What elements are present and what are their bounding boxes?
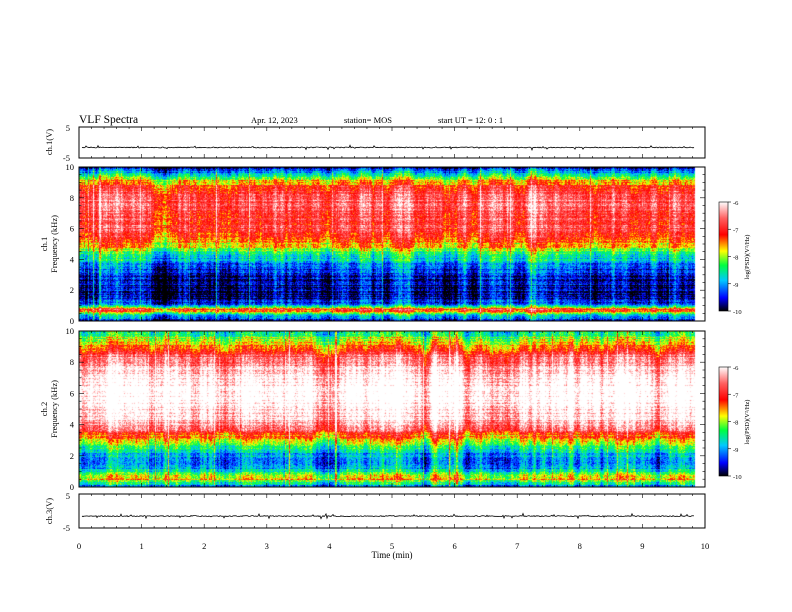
- ch1-colorbar-tick--7: -7: [733, 227, 739, 234]
- x-tick-label-3: 3: [265, 541, 269, 551]
- ch3-waveform-trace: [81, 512, 695, 520]
- ch3-waveform-frame: [78, 493, 706, 529]
- ch2-freq-ytick-6: 6: [70, 388, 74, 398]
- x-tick-label-4: 4: [327, 541, 332, 551]
- ch1-waveform-trace: [81, 144, 695, 151]
- ch1-waveform-ytick-top: 5: [66, 123, 70, 133]
- ch1-freq-ytick-0: 0: [70, 316, 74, 326]
- ch1-freq-ytick-10: 10: [66, 162, 75, 172]
- ch2-colorbar-tick-labels: -6 -7 -8 -9 -10: [728, 365, 742, 481]
- x-tick-label-7: 7: [515, 541, 519, 551]
- x-tick-label-2: 2: [202, 541, 206, 551]
- ch1-frequency-axis-label: Frequency (kHz): [49, 215, 59, 273]
- ch1-waveform-panel: 5 -5 ch.1(V): [44, 123, 706, 163]
- ch2-colorbar-tick--9: -9: [733, 447, 738, 454]
- ch1-colorbar-tick--8: -8: [733, 255, 738, 262]
- ch2-freq-ytick-0: 0: [70, 482, 74, 492]
- ch3-waveform-ylabel: ch.3(V): [44, 498, 54, 524]
- ch2-colorbar-label: log(PSD)(V²/Hz): [744, 400, 751, 445]
- x-axis-tick-labels: 0 1 2 3 4 5 6 7 8 9 10: [77, 541, 709, 551]
- ch3-waveform-ytick-top: 5: [66, 491, 70, 501]
- ch2-freq-ytick-4: 4: [70, 420, 75, 430]
- ch3-waveform-panel: 5 -5 ch.3(V): [44, 491, 706, 533]
- ch1-freq-ytick-6: 6: [70, 224, 74, 234]
- x-tick-label-10: 10: [701, 541, 710, 551]
- ch1-spectrogram-ticks: [78, 166, 706, 322]
- ch1-waveform-ticks: [78, 127, 706, 158]
- figure-title: VLF Spectra: [79, 114, 138, 126]
- ch2-channel-label: ch.2: [39, 402, 49, 416]
- ch1-freq-ytick-8: 8: [70, 193, 74, 203]
- x-tick-label-8: 8: [578, 541, 582, 551]
- ch3-waveform-ytick-bottom: -5: [63, 523, 70, 533]
- ch1-freq-ytick-2: 2: [70, 285, 74, 295]
- x-axis-label: Time (min): [372, 550, 413, 560]
- ch2-colorbar-tick--10: -10: [733, 474, 742, 481]
- ch2-frequency-axis-label: Frequency (kHz): [49, 380, 59, 438]
- ch2-colorbar-tick--7: -7: [733, 392, 739, 399]
- x-tick-label-6: 6: [452, 541, 456, 551]
- ch1-spectrogram-ytick-labels: 0 2 4 6 8 10: [66, 162, 75, 326]
- ch2-spectrogram-ticks: [78, 330, 706, 488]
- ch2-colorbar-gradient: [718, 366, 729, 477]
- ch2-colorbar-tick--8: -8: [733, 420, 738, 427]
- ch2-colorbar: -6 -7 -8 -9 -10 log(PSD)(V²/Hz): [718, 365, 751, 481]
- ch1-waveform-frame: [78, 126, 706, 159]
- ch2-colorbar-tick--6: -6: [733, 365, 739, 372]
- ch1-waveform-ylabel: ch.1(V): [44, 129, 54, 155]
- x-tick-label-9: 9: [640, 541, 644, 551]
- ch1-colorbar-tick--9: -9: [733, 282, 738, 289]
- ch1-freq-ytick-4: 4: [70, 254, 75, 264]
- ch1-colorbar-tick-labels: -6 -7 -8 -9 -10: [728, 200, 742, 316]
- ch1-channel-label: ch.1: [39, 237, 49, 251]
- ch1-spectrogram-panel: 0 2 4 6 8 10 ch.1 Frequency (kHz): [39, 162, 706, 326]
- date-label: Apr. 12, 2023: [251, 115, 298, 125]
- ch2-spectrogram-ytick-labels: 0 2 4 6 8 10: [66, 326, 75, 492]
- x-tick-label-0: 0: [77, 541, 81, 551]
- ch1-waveform-ytick-bottom: -5: [63, 153, 70, 163]
- ch1-colorbar-tick--6: -6: [733, 200, 739, 207]
- ch1-colorbar-tick--10: -10: [733, 309, 742, 316]
- start-time-label: start UT = 12: 0 : 1: [438, 115, 503, 125]
- ch3-waveform-ticks: [78, 494, 706, 528]
- x-tick-label-5: 5: [390, 541, 394, 551]
- ch2-freq-ytick-10: 10: [66, 326, 75, 336]
- x-tick-label-1: 1: [139, 541, 143, 551]
- ch2-spectrogram-panel: 0 2 4 6 8 10 ch.2 Frequency (kHz): [39, 326, 706, 492]
- ch2-freq-ytick-8: 8: [70, 357, 74, 367]
- ch1-colorbar: -6 -7 -8 -9 -10 log(PSD)(V²/Hz): [718, 200, 751, 316]
- ch1-colorbar-gradient: [718, 201, 729, 312]
- station-label: station= MOS: [344, 115, 392, 125]
- ch2-freq-ytick-2: 2: [70, 451, 74, 461]
- ch1-colorbar-label: log(PSD)(V²/Hz): [744, 235, 751, 280]
